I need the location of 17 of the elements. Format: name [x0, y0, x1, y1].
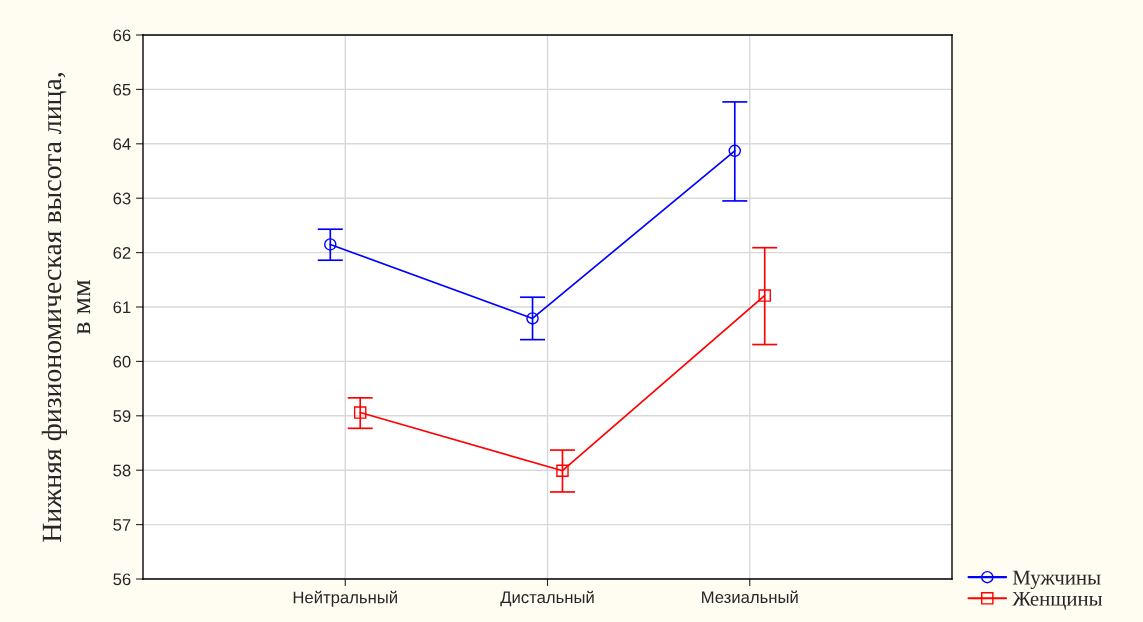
y-tick-label: 61 [113, 301, 131, 314]
y-tick-label: 58 [113, 464, 131, 477]
legend-label: Мужчины [1012, 570, 1101, 589]
y-tick-label: 60 [113, 355, 131, 368]
x-tick-label: Мезиальный [702, 590, 798, 604]
y-tick-label: 57 [113, 519, 131, 531]
y-tick-label: 56 [113, 573, 131, 586]
y-tick-label: 66 [113, 29, 131, 42]
legend-label: Женщины [1012, 591, 1103, 610]
y-tick-label: 65 [113, 83, 131, 96]
y-axis-title: Нижняя физиономическая высота лица, в мм [41, 73, 91, 542]
x-tick-label: Дистальный [500, 590, 594, 607]
y-tick-label: 63 [113, 192, 131, 205]
y-tick-label: 62 [113, 247, 131, 259]
y-tick-label: 64 [113, 138, 131, 150]
x-tick-label: Нейтральный [293, 590, 397, 607]
y-tick-label: 59 [113, 410, 131, 422]
